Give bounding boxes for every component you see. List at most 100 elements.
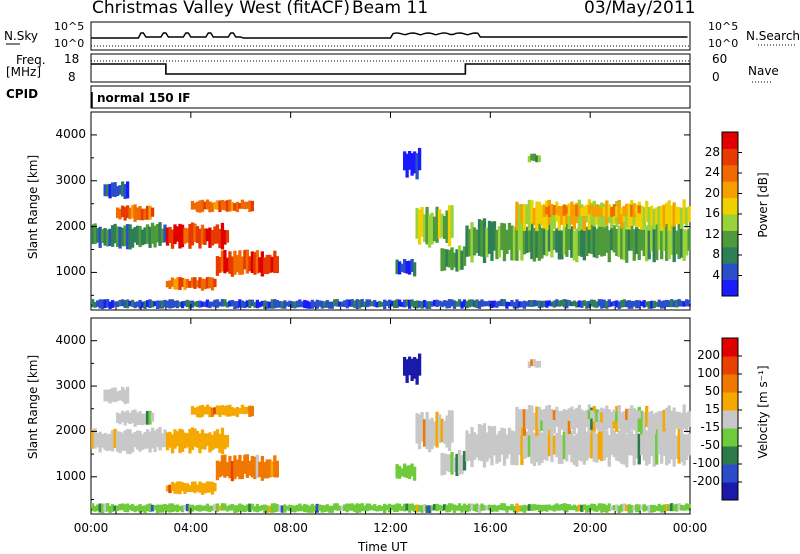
power-cell xyxy=(120,205,125,218)
velocity-cell xyxy=(388,503,392,513)
velocity-cell xyxy=(560,503,564,511)
velocity-colorbar-tick-label: -100 xyxy=(692,456,720,470)
power-cell xyxy=(417,147,422,171)
power-cell xyxy=(402,151,407,171)
power-cell xyxy=(600,207,604,218)
power-cell xyxy=(497,300,502,307)
power-cell xyxy=(457,245,462,271)
power-cell xyxy=(203,278,207,290)
velocity-cell xyxy=(462,503,467,511)
power-cell xyxy=(555,206,559,215)
velocity-cell xyxy=(435,503,439,512)
x-tick-label: 16:00 xyxy=(473,521,508,535)
velocity-cell xyxy=(400,506,404,511)
velocity-cell xyxy=(682,434,686,466)
velocity-cell xyxy=(517,505,522,512)
velocity-colorbar-swatch xyxy=(722,392,738,411)
velocity-cell xyxy=(98,431,102,453)
velocity-cell xyxy=(622,410,626,422)
velocity-cell xyxy=(165,504,170,512)
velocity-cell xyxy=(647,412,651,436)
power-cell xyxy=(205,277,210,289)
power-cell xyxy=(642,207,646,231)
power-cell xyxy=(140,208,145,221)
velocity-cell xyxy=(597,409,601,432)
power-cell xyxy=(203,301,207,307)
velocity-cell xyxy=(455,453,459,476)
velocity-cell xyxy=(205,404,210,415)
velocity-cell xyxy=(652,504,656,513)
velocity-cell xyxy=(460,505,464,513)
power-cell xyxy=(542,205,547,218)
velocity-cell xyxy=(407,465,412,479)
velocity-cell xyxy=(442,420,447,444)
velocity-cell xyxy=(303,504,307,513)
power-cell xyxy=(645,200,649,223)
velocity-cell xyxy=(670,428,674,460)
velocity-cell xyxy=(515,422,519,466)
velocity-cell xyxy=(110,504,115,512)
power-cell xyxy=(243,249,247,270)
power-cell xyxy=(540,300,544,308)
velocity-cell xyxy=(497,431,502,462)
velocity-cell xyxy=(682,404,686,429)
power-cell xyxy=(522,300,527,309)
power-cell xyxy=(198,277,202,289)
power-cell xyxy=(213,299,217,308)
power-cell xyxy=(168,299,172,309)
velocity-cell xyxy=(405,359,409,383)
velocity-cell xyxy=(205,433,210,447)
power-cell xyxy=(435,206,439,243)
velocity-cell xyxy=(600,412,604,423)
power-cell xyxy=(230,299,235,307)
power-cell xyxy=(585,301,589,309)
power-cell xyxy=(170,299,175,309)
velocity-cell xyxy=(163,429,167,448)
power-cell xyxy=(300,301,304,308)
power-cell xyxy=(150,207,155,217)
power-cell xyxy=(208,201,212,213)
velocity-cell xyxy=(203,406,207,415)
velocity-cell xyxy=(472,432,477,461)
power-cell xyxy=(392,300,397,309)
power-colorbar-swatch xyxy=(722,181,738,199)
velocity-cell xyxy=(575,505,579,512)
power-colorbar-swatch xyxy=(722,214,738,231)
velocity-cell xyxy=(213,431,217,449)
power-cell xyxy=(582,230,586,261)
velocity-cell xyxy=(665,424,669,466)
velocity-cell xyxy=(467,433,472,461)
power-cell xyxy=(308,301,312,309)
velocity-cell xyxy=(205,481,210,493)
panel-frame xyxy=(90,21,691,51)
power-cell xyxy=(285,301,289,307)
velocity-cell xyxy=(525,431,529,458)
velocity-cell xyxy=(260,455,265,481)
velocity-cell xyxy=(655,427,659,465)
velocity-cell xyxy=(203,433,207,450)
velocity-cell xyxy=(435,411,439,448)
power-cell xyxy=(225,230,230,243)
velocity-cell xyxy=(223,503,227,511)
power-cell xyxy=(665,299,669,308)
power-cell xyxy=(480,220,484,257)
power-cell xyxy=(100,229,105,244)
velocity-cell xyxy=(238,454,242,480)
power-cell xyxy=(240,256,245,275)
power-cell xyxy=(537,155,542,163)
power-cell xyxy=(235,254,240,273)
velocity-cell xyxy=(115,412,120,424)
power-cell xyxy=(682,199,686,225)
velocity-cell xyxy=(540,432,544,464)
velocity-cell xyxy=(647,505,651,513)
velocity-cell xyxy=(278,505,282,512)
power-cell xyxy=(250,200,255,212)
velocity-cell xyxy=(210,505,215,511)
power-cell xyxy=(445,249,449,267)
power-cell xyxy=(530,219,534,260)
power-cell xyxy=(635,204,639,228)
power-cell xyxy=(288,300,292,308)
power-cell xyxy=(467,228,472,257)
power-cell xyxy=(402,299,407,308)
